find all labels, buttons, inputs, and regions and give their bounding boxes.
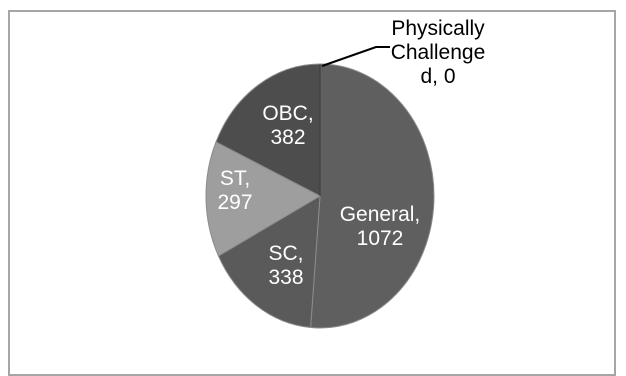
data-label-general: General, 1072 [340, 203, 421, 250]
pie-slices [205, 63, 435, 329]
data-labels: General, 1072 SC, 338 ST, 297 OBC, 382 Physicall… [217, 17, 485, 289]
leader-line-physically-challenged [321, 46, 390, 67]
data-label-st: ST, 297 [217, 167, 252, 214]
data-label-sc: SC, 338 [268, 242, 303, 289]
pie-slice-general [310, 63, 435, 329]
pie-slice-st [205, 141, 322, 257]
pie-slice-sc [217, 195, 321, 329]
pie-slice-obc [215, 63, 321, 197]
data-label-obc: OBC, 382 [262, 102, 313, 149]
data-label-physically-challenged: Physically Challenge d, 0 [391, 17, 486, 88]
leader-lines [321, 46, 390, 67]
